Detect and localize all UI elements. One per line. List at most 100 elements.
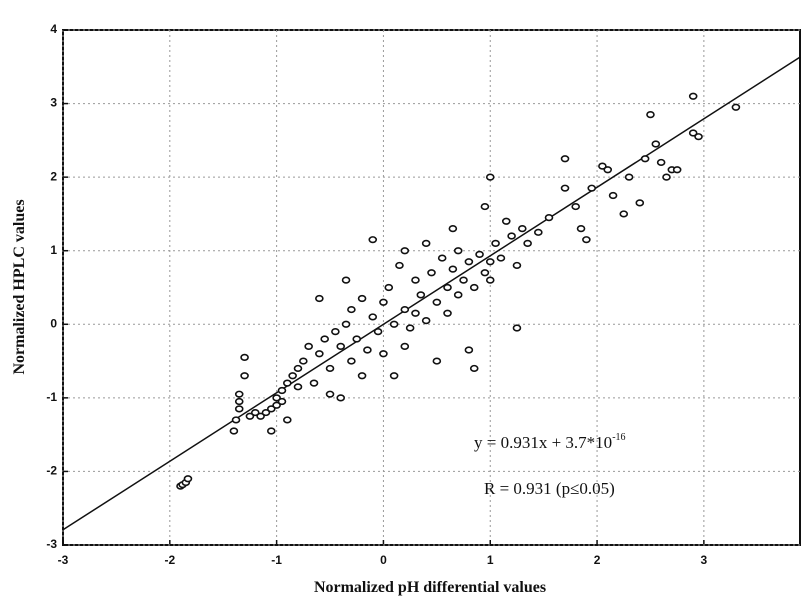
x-tick-label: 2: [594, 553, 601, 567]
data-point: [416, 291, 426, 299]
data-point: [405, 324, 415, 332]
r-text: R = 0.931 (p≤0.05): [484, 479, 615, 498]
data-point: [299, 357, 308, 365]
data-point: [544, 214, 554, 222]
data-point: [309, 379, 319, 387]
y-tick-label: -1: [46, 390, 57, 404]
data-point: [304, 342, 313, 350]
data-point: [501, 217, 511, 225]
data-point: [459, 276, 468, 284]
data-point: [640, 155, 650, 163]
grid: [62, 29, 800, 546]
data-point: [635, 199, 645, 207]
data-point: [421, 239, 431, 247]
data-point: [507, 232, 516, 240]
equation-exponent: -16: [612, 432, 625, 443]
data-point: [379, 350, 388, 358]
y-tick-label: -2: [46, 464, 57, 478]
data-point: [480, 269, 490, 277]
data-point: [229, 427, 239, 435]
data-point: [656, 158, 666, 167]
data-point: [315, 294, 324, 303]
x-tick-label: 1: [487, 553, 494, 567]
data-point: [534, 228, 543, 236]
data-point: [517, 225, 527, 233]
data-point: [231, 416, 241, 424]
data-point: [603, 166, 613, 174]
data-point: [234, 397, 244, 406]
data-point: [357, 372, 367, 380]
data-point: [512, 324, 522, 332]
data-point: [571, 202, 580, 211]
data-point: [464, 346, 474, 354]
data-point: [325, 364, 335, 373]
data-point: [582, 236, 591, 244]
data-point: [437, 254, 447, 262]
data-point: [347, 305, 356, 314]
data-point: [293, 383, 303, 391]
data-point: [400, 305, 410, 314]
data-point: [379, 298, 388, 306]
data-point: [368, 236, 378, 244]
data-point: [560, 155, 570, 163]
data-point: [411, 276, 420, 284]
data-point: [587, 184, 597, 192]
data-point: [183, 475, 193, 483]
data-point: [496, 254, 506, 262]
data-point: [331, 328, 340, 336]
data-point: [672, 166, 682, 174]
data-point: [443, 283, 452, 292]
data-point: [662, 173, 671, 181]
data-point: [432, 357, 442, 365]
data-point: [395, 261, 404, 270]
data-point: [283, 416, 292, 424]
data-point: [240, 353, 249, 361]
data-point: [448, 265, 458, 273]
data-point: [373, 328, 383, 336]
plot-frame: [62, 29, 801, 546]
y-tick-label: 0: [50, 316, 57, 330]
data-point: [368, 313, 378, 321]
data-point: [266, 427, 276, 435]
data-point: [453, 247, 463, 255]
data-point: [283, 379, 292, 387]
data-point: [384, 283, 394, 292]
data-point: [277, 397, 287, 406]
data-point: [288, 372, 297, 380]
y-tick-label: 2: [50, 169, 57, 183]
data-point: [421, 317, 431, 325]
data-point: [363, 346, 372, 354]
data-point: [608, 191, 618, 200]
x-tick-label: -2: [164, 553, 175, 567]
data-point: [352, 335, 362, 343]
data-point: [336, 342, 346, 350]
data-point: [293, 364, 303, 373]
data-point: [491, 239, 500, 247]
data-point: [336, 394, 346, 402]
data-point: [325, 390, 335, 398]
data-point: [480, 202, 490, 211]
data-point: [400, 247, 410, 255]
data-point: [576, 225, 586, 233]
data-point: [320, 335, 329, 343]
y-tick-label: 3: [50, 96, 57, 110]
data-point: [485, 258, 495, 266]
x-tick-label: 3: [701, 553, 708, 567]
y-tick-label: 1: [50, 243, 57, 257]
data-point: [234, 390, 244, 398]
x-tick-label: -1: [271, 553, 282, 567]
data-point: [347, 357, 356, 365]
data-point: [475, 250, 484, 258]
data-point: [400, 342, 410, 350]
data-point: [341, 320, 351, 328]
data-point: [523, 239, 532, 247]
y-axis-label: Normalized HPLC values: [11, 199, 28, 374]
data-point: [448, 225, 458, 233]
data-point: [485, 173, 495, 181]
data-point: [560, 184, 570, 192]
data-point: [619, 210, 629, 218]
y-tick-label: -3: [46, 537, 57, 551]
data-point: [485, 276, 495, 284]
